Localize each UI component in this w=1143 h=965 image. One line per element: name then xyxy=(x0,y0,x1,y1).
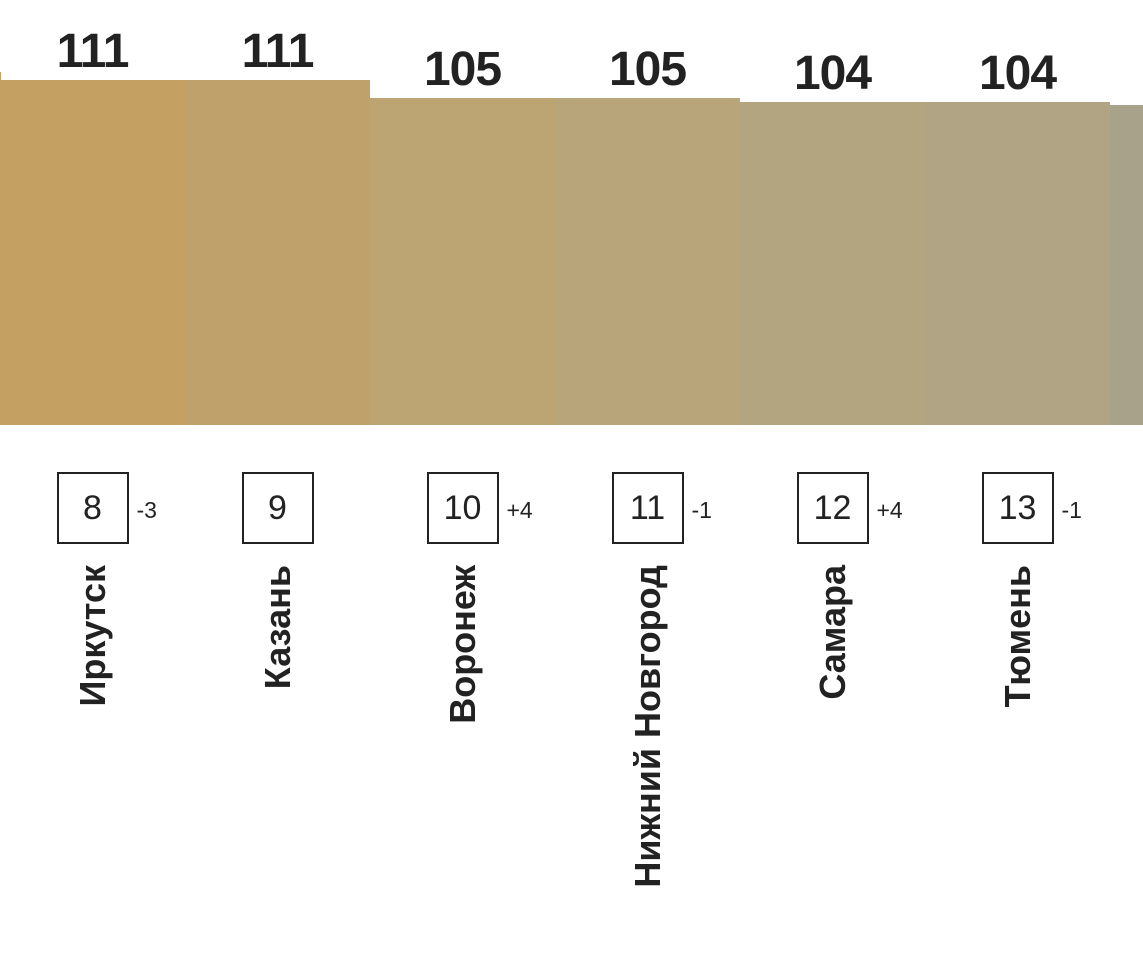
data-label: 104 xyxy=(978,47,1057,100)
bar xyxy=(925,102,1110,425)
bar xyxy=(370,98,555,425)
bar xyxy=(0,80,185,425)
category-label: Самара xyxy=(811,565,853,700)
bar xyxy=(185,80,370,425)
category-label: Иркутск xyxy=(71,565,113,707)
data-label: 105 xyxy=(423,43,502,96)
data-label: 111 xyxy=(56,25,130,78)
rank-change: -3 xyxy=(136,497,157,523)
rank-box: 10 xyxy=(426,472,499,544)
category-label: Воронеж xyxy=(441,565,483,724)
rank-box: 11 xyxy=(611,472,684,544)
rank-change: -1 xyxy=(1061,497,1082,523)
bar-chart: 111 8 -3 Иркутск 111 9 Казань 105 10 +4 Воронеж 105… xyxy=(0,25,1143,888)
rank-box: 9 xyxy=(241,472,314,544)
bar xyxy=(555,98,740,425)
rank-box: 8 xyxy=(56,472,129,544)
data-label: 105 xyxy=(608,43,687,96)
rank-box: 13 xyxy=(981,472,1054,544)
rank-box: 12 xyxy=(796,472,869,544)
category-label: Тюмень xyxy=(996,565,1038,708)
data-label: 104 xyxy=(793,47,872,100)
rank-change: +4 xyxy=(506,497,533,523)
rank-change: -1 xyxy=(691,497,712,523)
rank-change: +4 xyxy=(876,497,903,523)
data-label: 111 xyxy=(241,25,315,78)
category-label: Нижний Новгород xyxy=(626,565,668,888)
bar-partial-next xyxy=(1110,105,1143,425)
bar xyxy=(740,102,925,425)
category-label: Казань xyxy=(256,565,298,690)
